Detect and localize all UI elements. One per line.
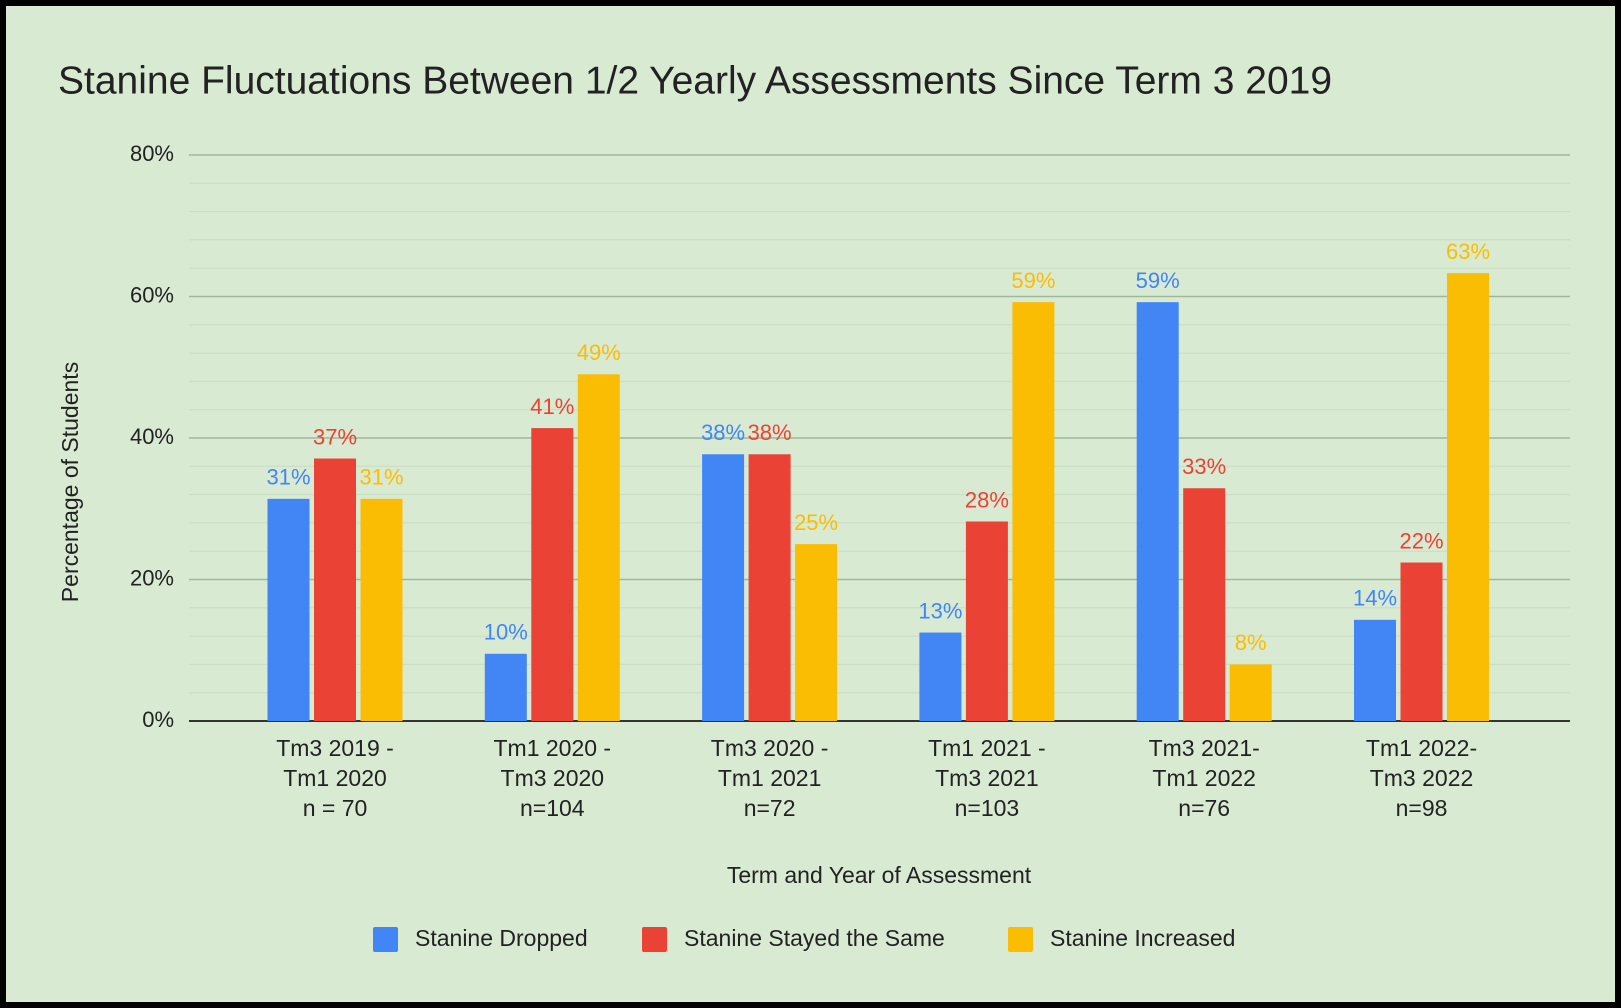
data-label: 14% — [1353, 586, 1397, 611]
bar — [1400, 562, 1443, 721]
x-tick-label: Tm3 2020 — [501, 765, 605, 791]
x-tick-label: Tm3 2021 — [935, 765, 1039, 791]
y-tick-label: 0% — [142, 707, 174, 732]
bar — [1447, 273, 1489, 721]
bar — [1012, 302, 1055, 721]
data-label: 38% — [748, 420, 792, 445]
x-tick-label: n = 70 — [303, 795, 368, 821]
bar — [965, 521, 1008, 721]
legend-swatch — [642, 927, 667, 952]
bar — [360, 498, 403, 721]
data-label: 37% — [313, 424, 357, 449]
data-label: 63% — [1446, 239, 1490, 264]
data-label: 28% — [965, 487, 1009, 512]
data-label: 59% — [1011, 268, 1055, 293]
x-tick-label: Tm1 2020 — [283, 765, 387, 791]
data-label: 31% — [266, 465, 310, 490]
bar — [577, 374, 620, 721]
bar — [484, 653, 527, 721]
x-tick-label: Tm3 2022 — [1370, 765, 1474, 791]
x-tick-label: n=98 — [1396, 795, 1448, 821]
data-label: 33% — [1182, 454, 1226, 479]
bar — [919, 632, 962, 721]
data-label: 10% — [484, 620, 528, 645]
x-tick-label: Tm1 2022 — [1152, 765, 1256, 791]
bar — [531, 428, 574, 721]
legend-swatch — [1008, 927, 1033, 952]
bar — [314, 458, 356, 721]
bar — [267, 498, 310, 721]
bar — [748, 454, 791, 721]
chart-title: Stanine Fluctuations Between 1/2 Yearly … — [58, 59, 1332, 102]
x-axis-title: Term and Year of Assessment — [727, 862, 1032, 888]
x-tick-label: Tm1 2022- — [1366, 735, 1477, 761]
x-tick-label: Tm3 2019 - — [276, 735, 394, 761]
bar — [702, 454, 745, 721]
legend-label: Stanine Stayed the Same — [684, 925, 945, 951]
bar — [795, 544, 838, 721]
data-label: 59% — [1136, 268, 1180, 293]
data-label: 8% — [1235, 630, 1267, 655]
x-tick-label: n=76 — [1178, 795, 1230, 821]
data-label: 25% — [794, 510, 838, 535]
y-tick-label: 20% — [130, 565, 174, 590]
x-tick-label: Tm1 2021 - — [928, 735, 1046, 761]
data-label: 13% — [918, 598, 962, 623]
legend-swatch — [373, 927, 398, 952]
legend-label: Stanine Dropped — [415, 925, 588, 951]
bar — [1183, 488, 1226, 721]
x-tick-label: n=103 — [955, 795, 1020, 821]
data-label: 38% — [701, 420, 745, 445]
bar — [1229, 664, 1272, 721]
y-tick-label: 40% — [130, 424, 174, 449]
data-label: 31% — [359, 465, 403, 490]
y-axis-title: Percentage of Students — [57, 362, 83, 602]
x-tick-label: Tm3 2020 - — [711, 735, 829, 761]
data-label: 41% — [530, 394, 574, 419]
x-tick-label: n=72 — [744, 795, 796, 821]
x-tick-label: n=104 — [520, 795, 585, 821]
x-tick-label: Tm1 2020 - — [493, 735, 611, 761]
y-tick-label: 80% — [130, 141, 174, 166]
bar — [1136, 302, 1179, 721]
data-label: 22% — [1399, 528, 1443, 553]
legend-label: Stanine Increased — [1050, 925, 1235, 951]
y-tick-label: 60% — [130, 282, 174, 307]
data-label: 49% — [577, 340, 621, 365]
x-tick-label: Tm3 2021- — [1149, 735, 1260, 761]
x-tick-label: Tm1 2021 — [718, 765, 822, 791]
bar — [1354, 619, 1396, 721]
